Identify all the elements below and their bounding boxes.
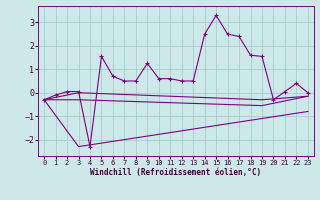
X-axis label: Windchill (Refroidissement éolien,°C): Windchill (Refroidissement éolien,°C) [91,168,261,177]
